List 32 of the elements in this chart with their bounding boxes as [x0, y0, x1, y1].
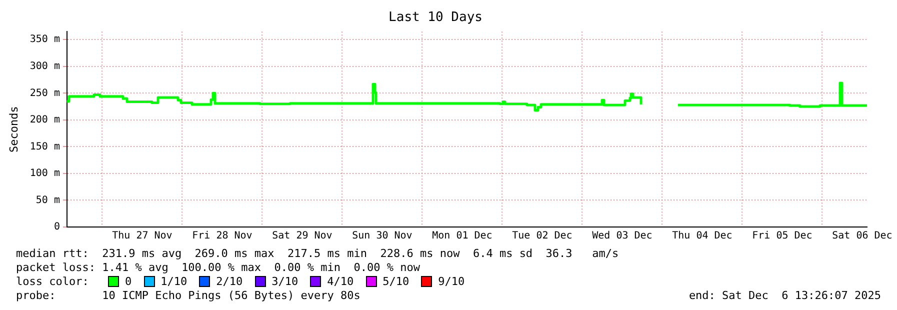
text: 2/10 — [216, 275, 243, 288]
x-tick-label: Fri 28 Nov — [192, 230, 252, 242]
text: loss color: — [16, 275, 90, 288]
y-tick-label: 250 m — [30, 88, 60, 99]
text: 4/10 — [327, 275, 354, 288]
text: end: Sat Dec 6 13:26:07 2025 — [688, 289, 881, 302]
y-axis-title: Seconds — [7, 106, 20, 152]
x-tick-label: Mon 01 Dec — [432, 230, 492, 242]
x-tick-label: Fri 05 Dec — [752, 230, 812, 242]
y-tick-label: 50 m — [36, 194, 60, 206]
y-tick-label: 150 m — [30, 141, 60, 152]
text: 3/10 — [272, 275, 298, 288]
y-tick-label: 100 m — [30, 168, 60, 180]
y-tick-label: 300 m — [30, 60, 60, 72]
y-tick-label: 0 — [54, 222, 60, 233]
text: 0 — [125, 275, 132, 288]
chart-title: Last 10 Days — [388, 10, 482, 26]
text: probe: 10 ICMP Echo Pings (56 Bytes) every 80s — [16, 289, 360, 302]
text: 9/10 — [438, 275, 465, 288]
text: packet loss: 1.41 % avg 100.00 % max 0.00 % min 0.00 % now — [16, 261, 420, 274]
y-tick-label: 200 m — [30, 114, 60, 126]
x-tick-label: Sat 06 Dec — [832, 230, 892, 242]
text: median rtt: 231.9 ms avg 269.0 ms max 217.5 ms min 228.6 ms now 6.4 ms sd 36.3 am/s — [16, 247, 619, 260]
y-tick-label: 350 m — [30, 34, 60, 46]
x-tick-label: Thu 27 Nov — [112, 230, 172, 242]
x-tick-label: Sun 30 Nov — [352, 230, 412, 242]
text: 1/10 — [160, 275, 188, 288]
x-tick-label: Wed 03 Dec — [592, 230, 652, 242]
x-tick-label: Tue 02 Dec — [512, 230, 572, 242]
text: 5/10 — [382, 275, 410, 288]
x-tick-label: Sat 29 Nov — [272, 230, 332, 242]
x-tick-label: Thu 04 Dec — [672, 230, 732, 242]
